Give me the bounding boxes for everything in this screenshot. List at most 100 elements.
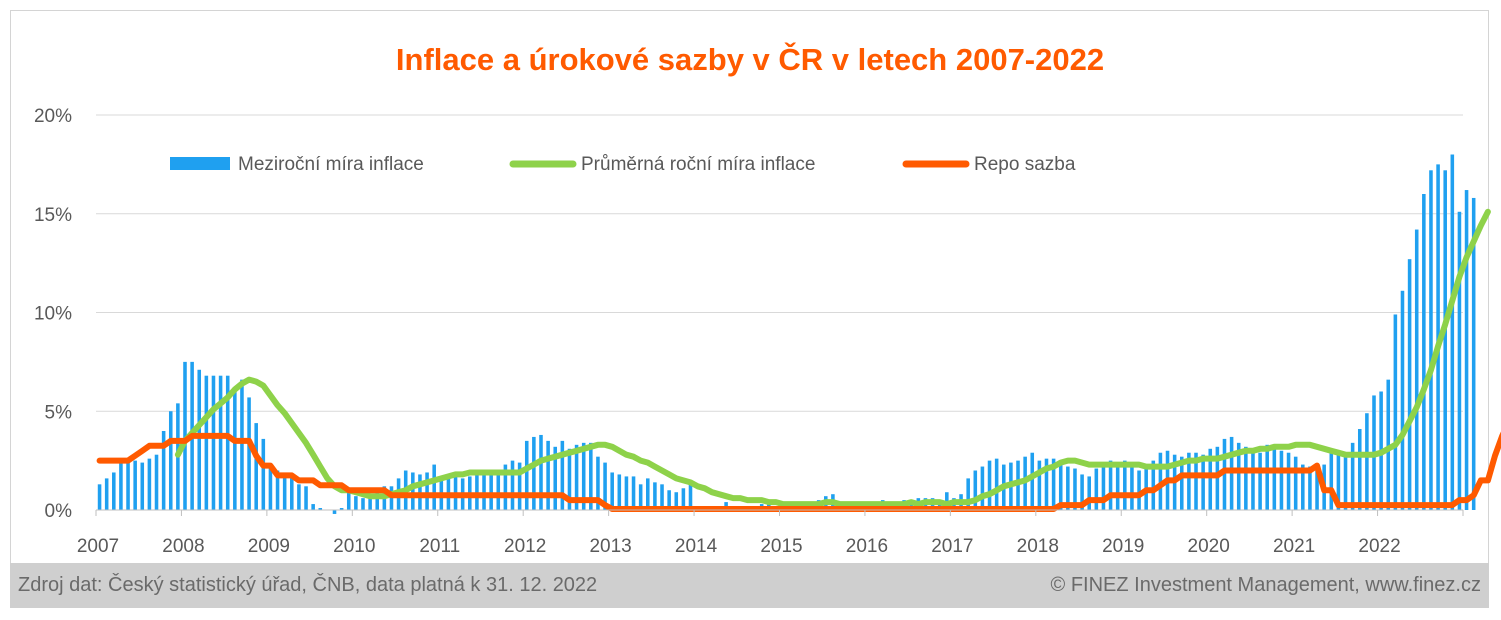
- repo-rate-point: [867, 508, 870, 510]
- inflation-bar: [297, 484, 301, 510]
- repo-rate-point: [1188, 474, 1190, 477]
- average-inflation-point: [1003, 485, 1005, 487]
- repo-rate-point: [1209, 474, 1211, 477]
- x-tick-label: 2007: [77, 536, 119, 557]
- repo-rate-point: [1337, 504, 1340, 506]
- average-inflation-point: [1394, 444, 1396, 446]
- x-tick-label: 2018: [1017, 536, 1059, 557]
- average-inflation-point: [312, 454, 314, 456]
- inflation-bar: [589, 442, 593, 510]
- repo-rate-point: [205, 435, 207, 437]
- repo-rate-point: [640, 508, 642, 510]
- average-inflation-point: [291, 422, 293, 424]
- average-inflation-point: [803, 503, 806, 505]
- inflation-bar: [574, 444, 579, 510]
- average-inflation-point: [1109, 463, 1112, 466]
- inflation-bar: [1365, 413, 1369, 510]
- average-inflation-point: [1373, 454, 1375, 456]
- repo-rate-point: [369, 489, 371, 491]
- repo-rate-point: [219, 435, 222, 437]
- average-inflation-point: [269, 394, 272, 397]
- repo-rate-point: [433, 494, 435, 496]
- inflation-bar: [247, 397, 251, 510]
- repo-rate-point: [198, 435, 200, 437]
- average-inflation-point: [1352, 454, 1354, 456]
- inflation-bar: [667, 490, 671, 510]
- repo-rate-point: [1494, 455, 1496, 457]
- average-inflation-point: [953, 501, 955, 503]
- average-inflation-point: [476, 471, 478, 474]
- average-inflation-point: [376, 495, 378, 497]
- inflation-bar: [674, 492, 679, 510]
- inflation-bar: [1158, 452, 1163, 510]
- repo-rate-point: [141, 450, 143, 452]
- repo-rate-point: [305, 479, 307, 481]
- average-inflation-point: [533, 463, 535, 466]
- repo-rate-point: [262, 464, 264, 467]
- average-inflation-point: [1444, 323, 1446, 325]
- repo-rate-point: [113, 460, 115, 462]
- repo-rate-point: [1181, 474, 1183, 477]
- repo-rate-point: [1323, 489, 1325, 491]
- repo-rate-point: [98, 460, 101, 462]
- inflation-bar: [311, 504, 315, 510]
- inflation-bar: [1187, 452, 1191, 510]
- inflation-bar: [973, 470, 978, 510]
- repo-rate-point: [497, 494, 499, 496]
- repo-rate-point: [1109, 494, 1112, 496]
- y-tick-label: 10%: [34, 304, 72, 325]
- average-inflation-point: [1295, 444, 1297, 446]
- repo-rate-point: [148, 445, 150, 447]
- average-inflation-point: [1138, 463, 1140, 466]
- repo-rate-point: [1330, 489, 1332, 491]
- repo-rate-point: [1074, 504, 1076, 506]
- average-inflation-point: [597, 444, 599, 446]
- inflation-bar: [1272, 446, 1277, 510]
- copyright-note: © FINEZ Investment Management, www.finez…: [1050, 574, 1481, 596]
- repo-rate-point: [163, 445, 165, 447]
- repo-rate-point: [419, 494, 421, 496]
- x-tick-label: 2015: [760, 536, 802, 557]
- average-inflation-point: [1387, 448, 1389, 450]
- repo-rate-point: [170, 440, 172, 442]
- inflation-bar: [1208, 448, 1213, 510]
- repo-rate-point: [796, 508, 798, 510]
- inflation-bar: [1087, 476, 1091, 510]
- repo-rate-point: [376, 489, 378, 491]
- average-inflation-point: [939, 501, 941, 503]
- footer-bar: Zdroj dat: Český statistický úřad, ČNB, …: [10, 563, 1489, 608]
- repo-rate-point: [803, 508, 806, 510]
- repo-rate-point: [575, 499, 578, 501]
- average-inflation-point: [1209, 458, 1211, 460]
- average-inflation-point: [1359, 454, 1361, 456]
- inflation-bar: [1030, 452, 1035, 510]
- repo-rate-point: [1309, 469, 1311, 472]
- inflation-bar: [1151, 460, 1156, 510]
- repo-rate-point: [832, 508, 834, 510]
- average-inflation-point: [568, 452, 571, 454]
- inflation-bar: [966, 478, 970, 510]
- average-inflation-point: [198, 424, 200, 426]
- average-inflation-point: [362, 493, 364, 495]
- repo-rate-point: [1458, 499, 1461, 501]
- average-inflation-point: [1117, 463, 1119, 466]
- inflation-bar: [147, 458, 152, 510]
- inflation-bar: [1279, 450, 1284, 510]
- average-inflation-point: [661, 469, 663, 472]
- average-inflation-point: [761, 499, 763, 501]
- average-inflation-point: [561, 454, 563, 456]
- repo-rate-point: [397, 494, 400, 496]
- repo-rate-point: [697, 508, 699, 510]
- average-inflation-point: [1259, 448, 1261, 450]
- repo-rate-point: [127, 460, 129, 462]
- repo-rate-point: [647, 508, 649, 510]
- repo-rate-point: [526, 494, 528, 496]
- inflation-bar: [539, 434, 543, 510]
- inflation-bar: [1194, 452, 1198, 510]
- inflation-bar: [994, 458, 999, 510]
- repo-rate-point: [1038, 508, 1040, 510]
- repo-rate-point: [1238, 469, 1240, 472]
- average-inflation-point: [846, 503, 848, 505]
- x-tick-label: 2010: [333, 536, 375, 557]
- inflation-bar: [183, 361, 187, 510]
